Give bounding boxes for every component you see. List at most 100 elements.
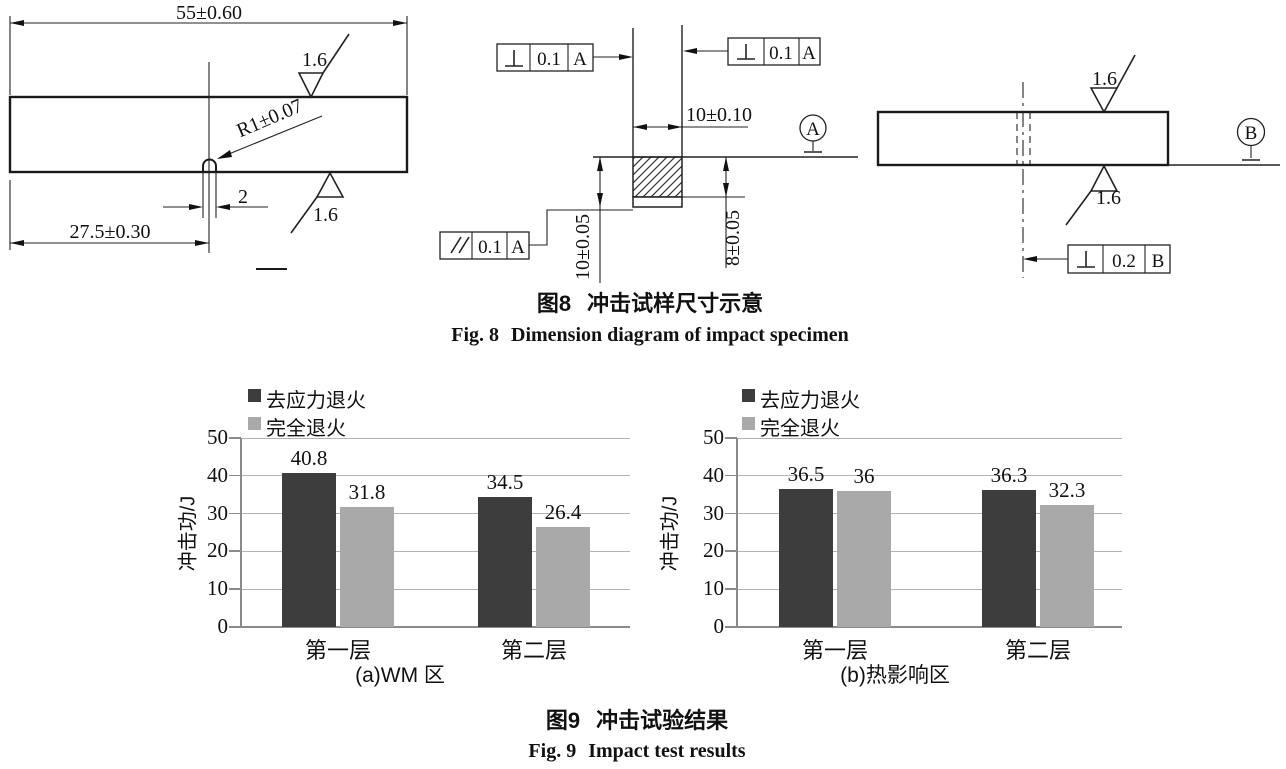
y-axis-tick <box>725 437 737 439</box>
x-tick-label: 第一层 <box>801 638 868 663</box>
tolerance-value-text: 0.1 <box>478 237 502 258</box>
y-axis-line <box>240 438 242 628</box>
datum-target-a: A <box>799 114 827 153</box>
fig8-caption-en: Fig. 8 Dimension diagram of impact specim… <box>451 324 849 347</box>
fig9-caption-cn-number: 图9 <box>545 708 581 733</box>
surface-roughness-symbol-top: 1.6 <box>1089 54 1136 114</box>
y-axis-tick <box>725 626 737 628</box>
legend-label: 完全退火 <box>266 418 346 440</box>
y-axis-tick <box>229 474 241 477</box>
y-tick-label: 0 <box>217 614 229 638</box>
x-tick-label: 第一层 <box>304 638 371 663</box>
y-tick-label: 30 <box>207 500 228 525</box>
dim-notch-width: 2 <box>163 186 268 210</box>
datum-letter-text: B <box>1245 123 1258 144</box>
dim-section-width: 10±0.10 <box>633 104 752 130</box>
y-axis-tick <box>229 512 241 515</box>
y-axis-tick <box>725 550 737 552</box>
gridline <box>737 513 1122 515</box>
legend-label: 去应力退火 <box>760 390 860 412</box>
y-tick-label: 30 <box>703 500 724 525</box>
tolerance-value-text: 0.1 <box>769 43 793 64</box>
hatched-section <box>632 156 683 198</box>
bar-value-label: 31.8 <box>348 479 386 504</box>
dim-notch-position-text: 27.5±0.30 <box>70 221 151 243</box>
y-axis-title: 冲击功/J <box>659 495 682 571</box>
datum-letter-text: A <box>806 119 820 140</box>
perpendicularity-icon <box>737 44 755 60</box>
roughness-value-text: 1.6 <box>302 49 327 71</box>
notch-depth-strip <box>632 196 683 208</box>
perpendicularity-tolerance-right: 0.1 A <box>683 37 821 66</box>
fig9-caption-en-text: Impact test results <box>588 740 746 762</box>
legend-swatch <box>742 389 755 402</box>
y-tick-label: 10 <box>207 576 228 601</box>
dim-notch-width-text: 2 <box>238 186 248 208</box>
parallelism-tolerance: 0.1 A <box>439 231 530 260</box>
legend-swatch <box>248 389 261 402</box>
x-axis-line <box>240 626 630 628</box>
parallelism-icon <box>450 236 470 254</box>
tolerance-value-text: 0.1 <box>537 49 561 70</box>
gridline <box>241 588 630 590</box>
surface-roughness-symbol-bottom: 1.6 <box>290 171 345 234</box>
y-axis-tick <box>229 588 241 590</box>
bar-value-label: 26.4 <box>544 500 582 525</box>
gridline <box>737 588 1122 590</box>
y-tick-label: 40 <box>207 462 228 487</box>
surface-roughness-symbol-top: 1.6 <box>297 33 350 99</box>
fig9-caption-cn: 图9 冲击试验结果 <box>546 703 728 735</box>
notch-cross-section-view: 0.1 A 0.1 A <box>439 25 858 283</box>
y-tick-label: 0 <box>713 614 725 638</box>
dim-ligament-text: 8±0.05 <box>722 210 744 266</box>
perpendicularity-tolerance-left: 0.1 A <box>496 43 633 72</box>
tolerance-value-text: 0.2 <box>1112 251 1136 272</box>
gridline <box>241 550 630 552</box>
y-tick-label: 50 <box>207 425 228 449</box>
subfigure-caption: (b)热影响区 <box>840 664 950 687</box>
bar-value-label: 32.3 <box>1048 477 1086 502</box>
bar <box>1040 504 1094 627</box>
x-axis-line <box>736 626 1122 628</box>
bar-value-label: 36.5 <box>787 462 825 487</box>
fig9-caption-en: Fig. 9 Impact test results <box>528 740 745 763</box>
dim-ligament-height: 8±0.05 <box>682 157 745 268</box>
roughness-value-text: 1.6 <box>1092 68 1117 90</box>
roughness-value-text: 1.6 <box>313 204 338 226</box>
dim-length-text: 55±0.60 <box>176 2 242 24</box>
notch-outline <box>202 158 217 173</box>
bar-value-label: 36 <box>853 463 875 488</box>
y-axis-tick <box>229 437 241 439</box>
dim-overall-length: 55±0.60 <box>9 2 408 95</box>
gridline <box>737 550 1122 552</box>
y-tick-label: 20 <box>207 538 228 563</box>
legend-swatch <box>248 417 261 430</box>
perpendicularity-icon <box>505 50 523 67</box>
fig8-caption-cn-number: 图8 <box>536 291 572 316</box>
datum-ref-text: B <box>1152 251 1165 272</box>
bar-value-label: 36.3 <box>990 462 1028 487</box>
fig8-caption-cn-text: 冲击试样尺寸示意 <box>587 291 764 316</box>
fig9-caption-en-number: Fig. 9 <box>528 740 577 762</box>
fig8-caption-cn: 图8 冲击试样尺寸示意 <box>537 286 763 318</box>
fig8-drawing: 55±0.60 R1±0.07 2 <box>8 2 1280 283</box>
dim-width-text: 10±0.10 <box>686 104 752 126</box>
gridline <box>737 475 1122 477</box>
leader-step-line <box>529 209 633 246</box>
bar <box>340 506 394 627</box>
gridline <box>241 437 630 439</box>
surface-roughness-symbol-bottom: 1.6 <box>1065 164 1121 226</box>
bar <box>982 489 1036 627</box>
fig9-caption-cn-text: 冲击试验结果 <box>596 708 729 733</box>
dim-section-height: 10±0.05 <box>572 157 603 283</box>
bar <box>536 527 590 627</box>
roughness-value-text: 1.6 <box>1096 187 1121 209</box>
y-tick-label: 10 <box>703 576 724 601</box>
fig8-caption-en-number: Fig. 8 <box>451 324 500 346</box>
bar-value-label: 40.8 <box>290 445 328 470</box>
y-axis-tick <box>725 588 737 590</box>
gridline <box>241 475 630 477</box>
bar <box>837 490 891 627</box>
datum-target-b: B <box>1236 117 1266 161</box>
subfigure-caption: (a)WM 区 <box>355 664 445 687</box>
